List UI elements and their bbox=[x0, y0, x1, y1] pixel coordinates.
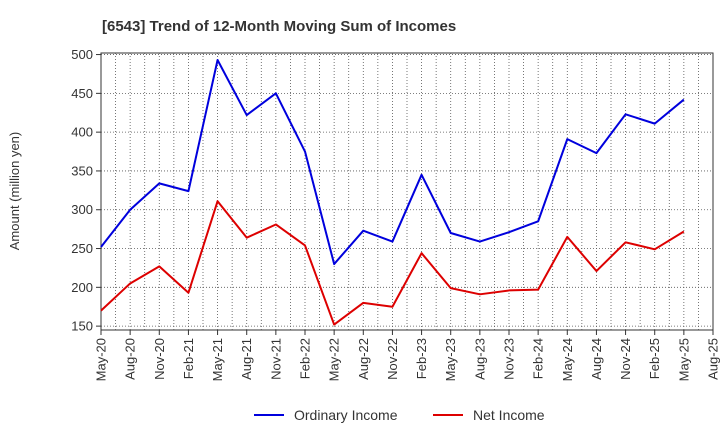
legend-label: Net Income bbox=[473, 407, 545, 423]
x-tick-label: May-23 bbox=[443, 338, 458, 381]
x-tick-label: May-21 bbox=[210, 338, 225, 381]
x-tick-label: Aug-23 bbox=[472, 338, 487, 380]
x-tick-label: Nov-22 bbox=[385, 338, 400, 380]
legend-label: Ordinary Income bbox=[294, 407, 398, 423]
x-tick-label: May-22 bbox=[327, 338, 342, 381]
series-lines bbox=[100, 58, 685, 326]
y-tick-label: 200 bbox=[71, 280, 93, 295]
chart-title: [6543] Trend of 12-Month Moving Sum of I… bbox=[102, 18, 456, 35]
x-tick-label: Feb-23 bbox=[414, 338, 429, 379]
x-tick-label: May-25 bbox=[676, 338, 691, 381]
x-tick-label: Nov-24 bbox=[618, 338, 633, 380]
plot-area bbox=[100, 52, 714, 331]
x-tick-label: Feb-25 bbox=[647, 338, 662, 379]
y-tick-label: 450 bbox=[71, 86, 93, 101]
x-tick-label: Aug-24 bbox=[589, 338, 604, 380]
x-tick-label: Aug-25 bbox=[706, 338, 720, 380]
x-tick-label: May-20 bbox=[94, 338, 109, 381]
x-tick-label: Aug-22 bbox=[356, 338, 371, 380]
y-axis-label: Amount (million yen) bbox=[7, 132, 22, 251]
y-tick-label: 250 bbox=[71, 241, 93, 256]
x-tick-label: Aug-20 bbox=[123, 338, 138, 380]
y-tick-label: 500 bbox=[71, 47, 93, 62]
x-tick-label: May-24 bbox=[560, 338, 575, 381]
x-tick-label: Nov-21 bbox=[268, 338, 283, 380]
x-tick-label: Feb-24 bbox=[531, 338, 546, 379]
y-tick-label: 300 bbox=[71, 202, 93, 217]
x-axis: May-20 Aug-20 Nov-20 Feb-21 May-21 Aug-21 Nov-… bbox=[94, 330, 720, 381]
legend: Ordinary Income Net Income bbox=[254, 407, 545, 423]
y-tick-label: 150 bbox=[71, 319, 93, 334]
x-tick-label: Aug-21 bbox=[239, 338, 254, 380]
series-line-net-income bbox=[100, 200, 685, 326]
x-tick-label: Feb-22 bbox=[298, 338, 313, 379]
x-tick-label: Nov-23 bbox=[502, 338, 517, 380]
y-tick-label: 400 bbox=[71, 125, 93, 140]
x-tick-label: Feb-21 bbox=[181, 338, 196, 379]
y-axis: 150 200 250 300 350 400 450 500 bbox=[71, 47, 101, 334]
x-tick-label: Nov-20 bbox=[152, 338, 167, 380]
series-line-ordinary-income bbox=[100, 58, 685, 266]
y-tick-label: 350 bbox=[71, 163, 93, 178]
